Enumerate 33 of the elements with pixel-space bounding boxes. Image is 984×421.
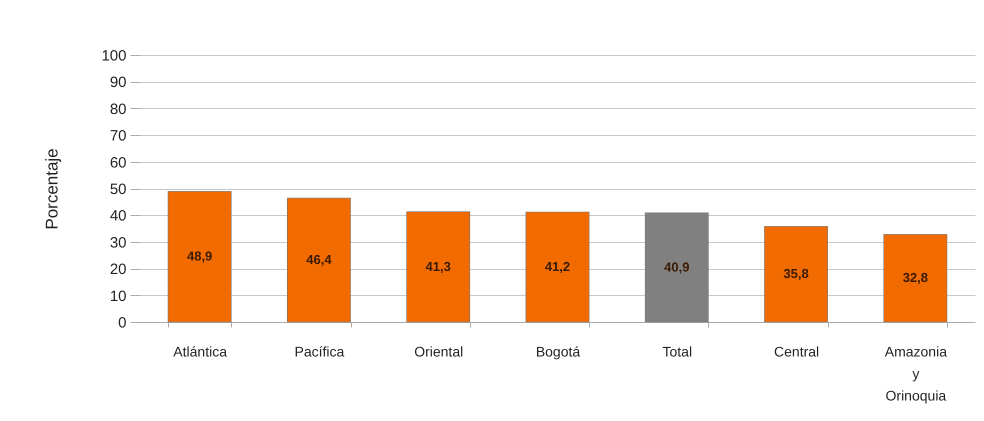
- bar: [406, 211, 470, 322]
- y-tick-label: 50: [110, 181, 126, 198]
- x-tick-label: Atlántica: [173, 344, 228, 360]
- data-label: 40,9: [664, 259, 690, 274]
- bar: [764, 226, 828, 322]
- x-tick-label: Total: [662, 344, 692, 360]
- data-label: 32,8: [902, 270, 928, 286]
- x-tick-label: Central: [774, 344, 820, 360]
- bar: [644, 212, 709, 322]
- y-tick-label: 60: [110, 154, 126, 172]
- data-label: 41,3: [426, 258, 451, 274]
- x-tick-label: Oriental: [414, 344, 464, 360]
- y-tick-label: 40: [110, 208, 126, 225]
- x-tick-label: Pacífica: [294, 344, 345, 360]
- y-tick-label: 90: [110, 74, 126, 92]
- y-tick-label: 70: [110, 128, 126, 145]
- data-label: 35,8: [783, 266, 809, 282]
- y-tick-label: 20: [110, 261, 126, 278]
- bar: [287, 198, 351, 322]
- y-tick-label: 80: [110, 100, 126, 118]
- y-tick-label: 30: [110, 234, 126, 252]
- data-label: 46,4: [306, 252, 332, 268]
- x-tick-label: Bogotá: [536, 344, 580, 360]
- y-tick-label: 10: [110, 288, 126, 305]
- x-tick-label: Amazonia y Orinoquia: [884, 344, 948, 404]
- data-label: 41,2: [544, 259, 570, 274]
- y-tick-label: 100: [101, 48, 126, 64]
- bar: [168, 191, 232, 322]
- bar: [883, 234, 948, 322]
- data-label: 48,9: [186, 248, 212, 264]
- bar: [526, 212, 590, 322]
- y-tick-label: 0: [118, 314, 126, 332]
- y-axis-title: Porcentaje: [42, 148, 62, 230]
